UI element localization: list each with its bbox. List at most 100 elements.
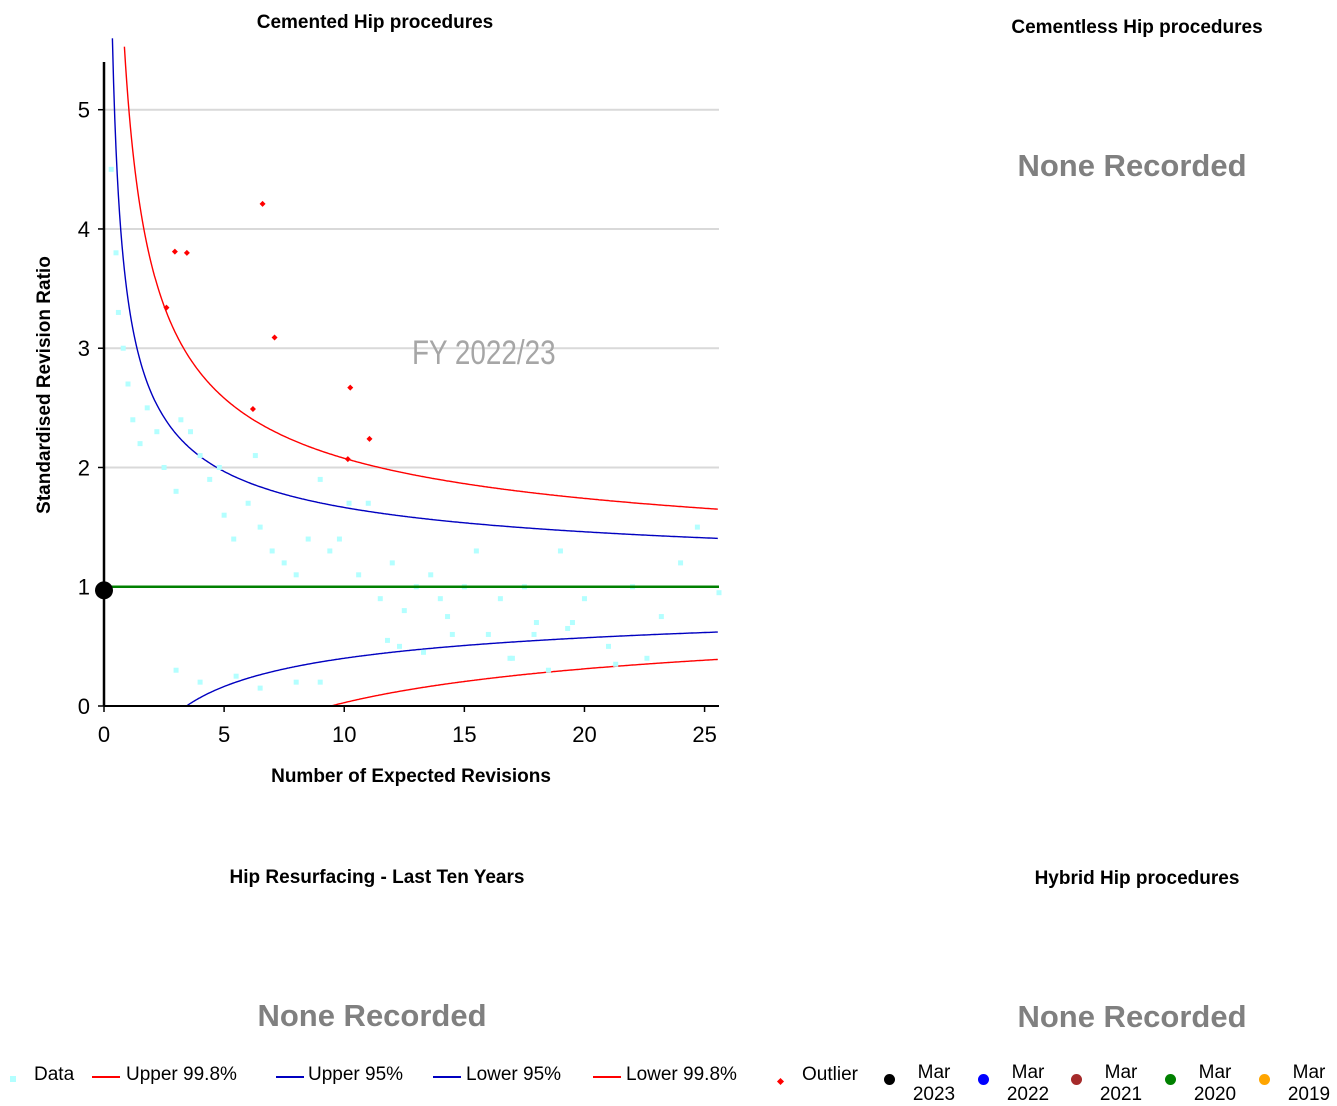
data-point bbox=[207, 476, 213, 482]
data-point bbox=[216, 464, 222, 470]
data-point bbox=[485, 631, 491, 637]
data-point bbox=[401, 608, 407, 614]
legend-lower95-line-icon bbox=[433, 1076, 461, 1078]
legend-lower998-line-icon bbox=[593, 1076, 621, 1078]
data-point bbox=[130, 417, 136, 423]
data-point bbox=[317, 679, 323, 685]
data-point bbox=[257, 524, 263, 530]
outlier-point bbox=[347, 384, 354, 391]
data-point bbox=[221, 512, 227, 518]
data-point bbox=[389, 560, 395, 566]
data-point bbox=[396, 643, 402, 649]
data-point bbox=[507, 655, 513, 661]
legend-mar2023-dot-icon bbox=[884, 1074, 895, 1085]
data-point bbox=[581, 596, 587, 602]
data-point bbox=[197, 453, 203, 459]
data-point bbox=[565, 625, 571, 631]
data-point bbox=[187, 429, 193, 435]
hybrid-empty-text: None Recorded bbox=[1017, 999, 1247, 1034]
data-point bbox=[336, 536, 342, 542]
legend-mar2021-dot-icon bbox=[1071, 1074, 1082, 1085]
x-axis-label: Number of Expected Revisions bbox=[271, 766, 551, 787]
legend-data-label: Data bbox=[34, 1064, 75, 1085]
legend-mar2020-label: Mar 2020 bbox=[1193, 1062, 1237, 1105]
legend-mar2019-dot-icon bbox=[1259, 1074, 1270, 1085]
data-point bbox=[449, 631, 455, 637]
x-tick-label-15: 15 bbox=[452, 722, 476, 747]
data-point bbox=[545, 667, 551, 673]
data-point bbox=[257, 685, 263, 691]
data-point bbox=[293, 679, 299, 685]
legend-outlier-diamond-icon bbox=[776, 1077, 785, 1086]
resurfacing-empty-text: None Recorded bbox=[257, 998, 487, 1033]
data-point bbox=[115, 309, 121, 315]
data-point bbox=[317, 476, 323, 482]
data-point bbox=[497, 596, 503, 602]
y-tick-label-1: 1 bbox=[78, 575, 90, 600]
x-tick-label-5: 5 bbox=[218, 722, 230, 747]
data-point bbox=[356, 572, 362, 578]
outlier-point bbox=[249, 406, 256, 413]
legend-upper95-line-icon bbox=[276, 1076, 304, 1078]
cemented-panel-title: Cemented Hip procedures bbox=[256, 12, 494, 33]
data-point bbox=[178, 417, 184, 423]
data-point bbox=[428, 572, 434, 578]
limit-lower-95- bbox=[186, 631, 718, 707]
limit-upper-99-8- bbox=[123, 46, 718, 510]
outlier-point bbox=[183, 249, 190, 256]
data-point bbox=[305, 536, 311, 542]
outlier-point bbox=[259, 200, 266, 207]
data-point bbox=[365, 500, 371, 506]
data-point bbox=[161, 464, 167, 470]
data-point bbox=[678, 560, 684, 566]
legend-lower95-label: Lower 95% bbox=[466, 1064, 562, 1085]
data-point bbox=[421, 649, 427, 655]
data-point bbox=[197, 679, 203, 685]
legend-mar2019-label: Mar 2019 bbox=[1287, 1062, 1331, 1105]
x-tick-label-20: 20 bbox=[572, 722, 596, 747]
cementless-empty-text: None Recorded bbox=[1017, 148, 1247, 183]
data-point bbox=[293, 572, 299, 578]
legend-mar2021-label: Mar 2021 bbox=[1099, 1062, 1143, 1105]
y-tick-label-0: 0 bbox=[78, 694, 90, 719]
data-point bbox=[531, 631, 537, 637]
x-tick-label-25: 25 bbox=[692, 722, 716, 747]
legend-lower998-label: Lower 99.8% bbox=[626, 1064, 737, 1085]
y-tick-label-4: 4 bbox=[78, 217, 90, 242]
outlier-point bbox=[171, 248, 178, 255]
data-point bbox=[173, 488, 179, 494]
data-point bbox=[473, 548, 479, 554]
data-point bbox=[108, 166, 114, 172]
data-point bbox=[613, 661, 619, 667]
y-tick-label-5: 5 bbox=[78, 98, 90, 123]
data-point bbox=[384, 637, 390, 643]
data-point bbox=[377, 596, 383, 602]
limit-lower-99-8- bbox=[330, 658, 718, 707]
data-point bbox=[327, 548, 333, 554]
data-point bbox=[144, 405, 150, 411]
hybrid-panel-title: Hybrid Hip procedures bbox=[1034, 868, 1240, 889]
legend-outlier-label: Outlier bbox=[802, 1064, 858, 1085]
legend-mar2022-dot-icon bbox=[978, 1074, 989, 1085]
data-point bbox=[154, 429, 160, 435]
data-point bbox=[605, 643, 611, 649]
data-point bbox=[120, 345, 126, 351]
legend-data-square-icon bbox=[10, 1076, 16, 1082]
data-point bbox=[569, 620, 575, 626]
data-point bbox=[231, 536, 237, 542]
data-points bbox=[108, 166, 722, 691]
limit-upper-95- bbox=[111, 38, 718, 540]
data-point bbox=[113, 250, 119, 256]
data-point bbox=[252, 453, 258, 459]
data-point bbox=[557, 548, 563, 554]
cementless-panel-title: Cementless Hip procedures bbox=[1011, 17, 1263, 38]
legend-mar2023-label: Mar 2023 bbox=[912, 1062, 956, 1105]
data-point bbox=[137, 441, 143, 447]
control-limits bbox=[111, 38, 718, 707]
outlier-point bbox=[366, 435, 373, 442]
outlier-point bbox=[271, 334, 278, 341]
data-point bbox=[245, 500, 251, 506]
data-point bbox=[445, 614, 451, 620]
legend-upper998-label: Upper 99.8% bbox=[126, 1064, 237, 1085]
y-tick-label-3: 3 bbox=[78, 336, 90, 361]
